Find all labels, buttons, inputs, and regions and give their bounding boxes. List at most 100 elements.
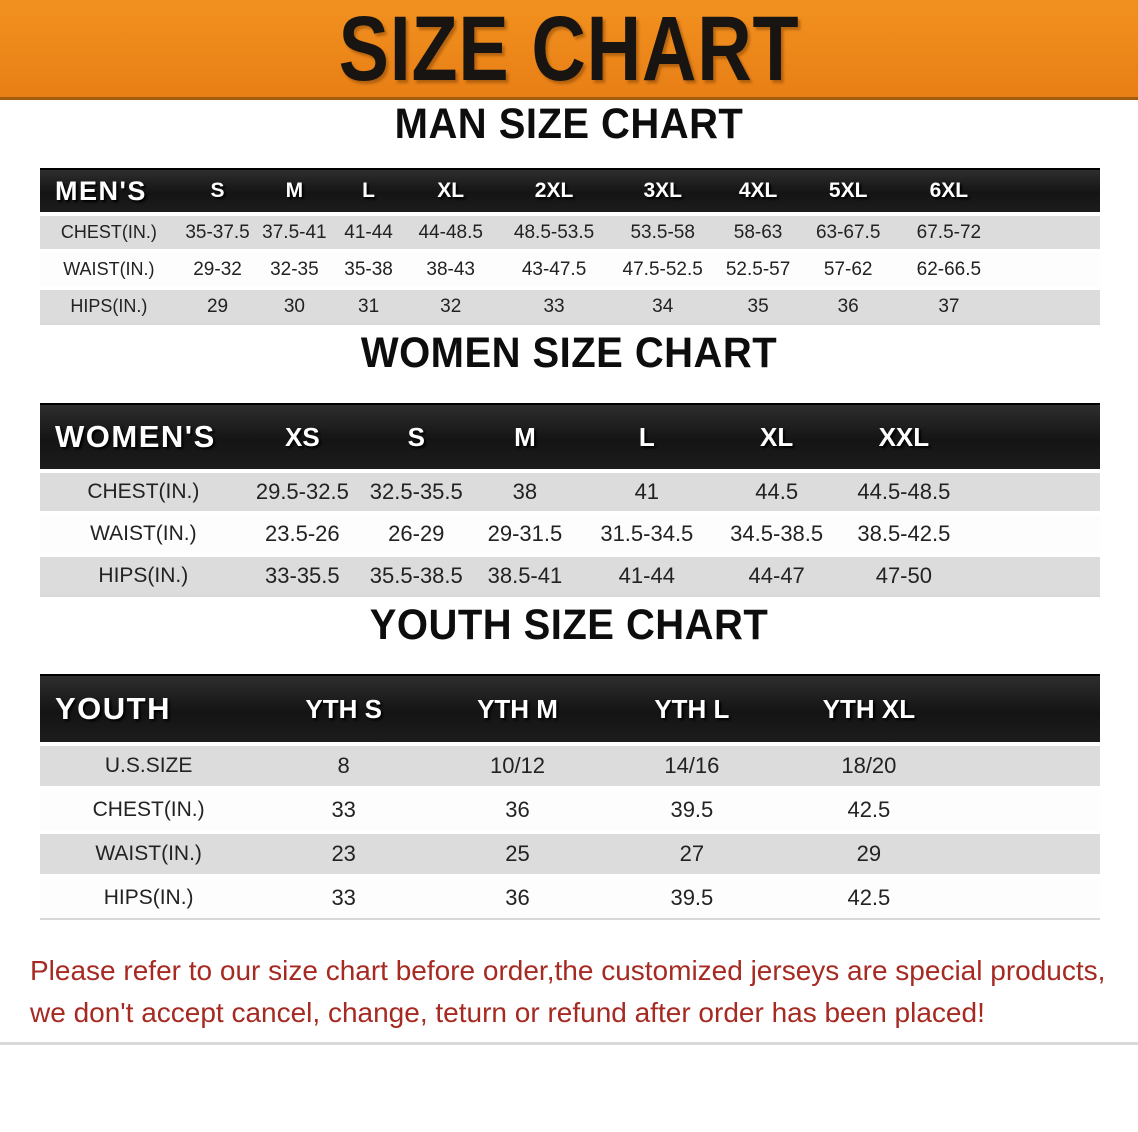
size-value: 36 — [430, 790, 605, 830]
size-value: 44.5 — [718, 473, 835, 511]
section-men: MAN SIZE CHART MEN'S S M L XL 2XL 3XL 4XL 5XL 6XL… — [0, 100, 1138, 329]
size-value: 23.5-26 — [246, 515, 358, 553]
size-value: 58-63 — [713, 216, 804, 249]
banner: SIZE CHART — [0, 0, 1138, 100]
women-column-header: XL — [718, 403, 835, 469]
row-label: U.S.SIZE — [40, 746, 258, 786]
size-value: 41-44 — [331, 216, 406, 249]
men-column-header: M — [257, 168, 332, 212]
women-section-heading: WOMEN SIZE CHART — [360, 329, 778, 377]
section-youth: YOUTH SIZE CHART YOUTH YTH S YTH M YTH L YTH… — [0, 601, 1138, 924]
order-note-line-1: Please refer to our size chart before or… — [30, 955, 1106, 986]
women-column-header: M — [474, 403, 576, 469]
size-value: 29 — [177, 290, 258, 325]
size-value: 32 — [405, 290, 496, 325]
size-value: 23 — [257, 834, 431, 874]
size-value: 31.5-34.5 — [575, 515, 719, 553]
women-row-hips-in: HIPS(IN.) 33-35.5 35.5-38.5 38.5-41 41-44 44-… — [40, 557, 1100, 597]
section-women: WOMEN SIZE CHART WOMEN'S XS S M L XL XXL CHEST(… — [0, 329, 1138, 601]
size-value: 35-38 — [331, 253, 406, 286]
size-value: 29 — [778, 834, 959, 874]
size-value: 43-47.5 — [495, 253, 613, 286]
men-column-header: S — [177, 168, 258, 212]
size-value: 33 — [257, 790, 431, 830]
size-value: 41 — [575, 473, 719, 511]
size-value: 36 — [430, 878, 605, 920]
men-column-header: 6XL — [893, 168, 1005, 212]
row-spacer — [1004, 253, 1100, 286]
order-note-line-2: we don't accept cancel, change, teturn o… — [30, 997, 985, 1028]
size-chart-page: SIZE CHART MAN SIZE CHART MEN'S S M L XL 2XL 3… — [0, 0, 1138, 1045]
size-value: 39.5 — [604, 878, 779, 920]
row-label: CHEST(IN.) — [40, 790, 258, 830]
size-value: 38-43 — [405, 253, 496, 286]
men-row-chest-in: CHEST(IN.) 35-37.5 37.5-41 41-44 44-48.5 48.5… — [40, 216, 1100, 249]
size-value: 37.5-41 — [257, 216, 332, 249]
size-value: 38.5-42.5 — [834, 515, 973, 553]
size-value: 35 — [713, 290, 804, 325]
size-value: 32-35 — [257, 253, 332, 286]
men-column-header: 3XL — [612, 168, 714, 212]
size-value: 47.5-52.5 — [612, 253, 714, 286]
size-value: 10/12 — [430, 746, 605, 786]
size-value: 53.5-58 — [612, 216, 714, 249]
youth-header-spacer — [958, 674, 1100, 742]
size-value: 67.5-72 — [893, 216, 1005, 249]
youth-column-header: YTH XL — [778, 674, 959, 742]
page-title: SIZE CHART — [338, 0, 800, 100]
women-column-header: L — [575, 403, 719, 469]
row-spacer — [958, 746, 1100, 786]
size-value: 48.5-53.5 — [495, 216, 613, 249]
row-label: WAIST(IN.) — [40, 515, 247, 553]
size-value: 39.5 — [604, 790, 779, 830]
size-value: 29-31.5 — [474, 515, 576, 553]
men-header-row: MEN'S S M L XL 2XL 3XL 4XL 5XL 6XL — [40, 168, 1100, 212]
row-spacer — [958, 790, 1100, 830]
row-label: HIPS(IN.) — [40, 878, 258, 920]
size-value: 29.5-32.5 — [246, 473, 358, 511]
size-value: 34.5-38.5 — [718, 515, 835, 553]
size-value: 30 — [257, 290, 332, 325]
size-value: 31 — [331, 290, 406, 325]
men-column-header: 5XL — [803, 168, 894, 212]
size-value: 32.5-35.5 — [357, 473, 475, 511]
size-value: 35-37.5 — [177, 216, 258, 249]
size-value: 47-50 — [834, 557, 973, 597]
size-value: 33 — [495, 290, 613, 325]
size-value: 44.5-48.5 — [834, 473, 973, 511]
row-label: CHEST(IN.) — [40, 216, 178, 249]
row-spacer — [1004, 290, 1100, 325]
women-row-waist-in: WAIST(IN.) 23.5-26 26-29 29-31.5 31.5-34.5 34… — [40, 515, 1100, 553]
size-value: 14/16 — [604, 746, 779, 786]
size-value: 35.5-38.5 — [357, 557, 475, 597]
size-value: 37 — [893, 290, 1005, 325]
order-note: Please refer to our size chart before or… — [0, 950, 1138, 1034]
size-value: 41-44 — [575, 557, 719, 597]
men-row-hips-in: HIPS(IN.) 29 30 31 32 33 34 35 36 37 — [40, 290, 1100, 325]
size-value: 63-67.5 — [803, 216, 894, 249]
men-column-header: 4XL — [713, 168, 804, 212]
women-table-label: WOMEN'S — [40, 403, 247, 469]
bottom-divider — [0, 1042, 1138, 1045]
size-value: 29-32 — [177, 253, 258, 286]
youth-row-hips-in: HIPS(IN.) 33 36 39.5 42.5 — [40, 878, 1100, 920]
men-row-waist-in: WAIST(IN.) 29-32 32-35 35-38 38-43 43-47.5 47.… — [40, 253, 1100, 286]
women-column-header: XS — [246, 403, 358, 469]
size-value: 34 — [612, 290, 714, 325]
size-value: 62-66.5 — [893, 253, 1005, 286]
men-section-heading: MAN SIZE CHART — [394, 100, 744, 148]
men-table-label: MEN'S — [40, 168, 178, 212]
size-value: 52.5-57 — [713, 253, 804, 286]
size-value: 33-35.5 — [246, 557, 358, 597]
youth-section-heading: YOUTH SIZE CHART — [369, 601, 769, 649]
size-value: 44-48.5 — [405, 216, 496, 249]
row-spacer — [958, 878, 1100, 920]
women-row-chest-in: CHEST(IN.) 29.5-32.5 32.5-35.5 38 41 44.5 44.5… — [40, 473, 1100, 511]
youth-column-header: YTH S — [257, 674, 431, 742]
size-value: 27 — [604, 834, 779, 874]
women-header-row: WOMEN'S XS S M L XL XXL — [40, 403, 1100, 469]
youth-row-chest-in: CHEST(IN.) 33 36 39.5 42.5 — [40, 790, 1100, 830]
youth-row-waist-in: WAIST(IN.) 23 25 27 29 — [40, 834, 1100, 874]
youth-table-label: YOUTH — [40, 674, 258, 742]
youth-size-table: YOUTH YTH S YTH M YTH L YTH XL U.S.SIZE 8 10/12… — [40, 670, 1100, 924]
